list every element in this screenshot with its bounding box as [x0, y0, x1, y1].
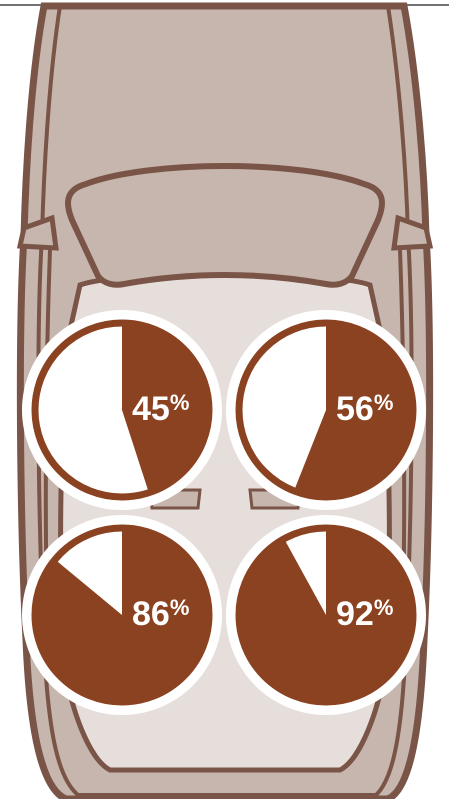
pie-slice-front-left — [122, 323, 209, 493]
pie-front-left: 45% — [22, 310, 222, 510]
pie-slice-rear-left — [35, 528, 210, 702]
pie-slice-front-right — [293, 323, 413, 498]
seat-pies: 45% 56% 86% 92% — [22, 310, 426, 715]
pie-slice-rear-right — [238, 528, 413, 702]
pie-rear-left: 86% — [22, 515, 222, 715]
pie-label-front-right: 56% — [336, 390, 393, 428]
pie-label-rear-left: 86% — [132, 595, 189, 633]
pie-label-rear-right: 92% — [336, 595, 393, 633]
pie-front-right: 56% — [226, 310, 426, 510]
right-mirror — [391, 214, 434, 251]
pie-label-front-left: 45% — [132, 390, 189, 428]
pie-rear-right: 92% — [226, 515, 426, 715]
left-mirror — [16, 214, 59, 251]
windshield — [65, 163, 385, 288]
